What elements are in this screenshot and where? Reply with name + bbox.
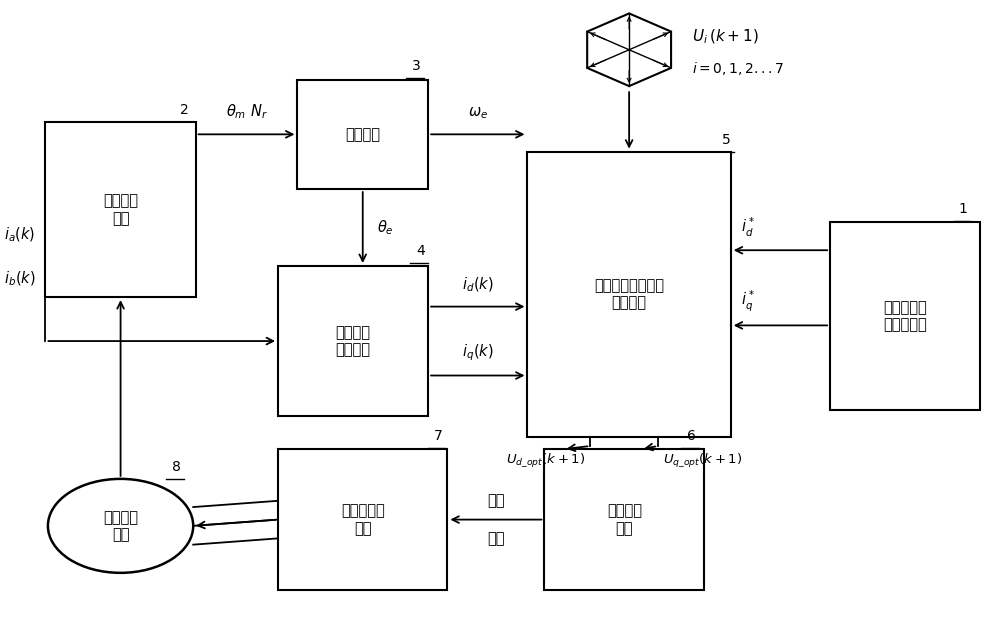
Text: $i_d^*$: $i_d^*$ bbox=[741, 216, 755, 239]
Text: 5: 5 bbox=[722, 133, 731, 147]
Bar bbox=[45, 122, 196, 297]
Text: 1: 1 bbox=[958, 202, 967, 216]
Bar bbox=[297, 80, 428, 189]
Text: 鲁棒模型预测电流
控制模块: 鲁棒模型预测电流 控制模块 bbox=[594, 278, 664, 310]
Bar bbox=[278, 266, 428, 416]
Text: 信号采集
模块: 信号采集 模块 bbox=[103, 193, 138, 226]
Bar bbox=[544, 449, 704, 590]
Text: 4: 4 bbox=[416, 244, 425, 258]
Text: $i_q^*$: $i_q^*$ bbox=[741, 289, 755, 314]
Text: 脉冲生成
模块: 脉冲生成 模块 bbox=[607, 504, 642, 536]
Text: 电流矢量
变换模块: 电流矢量 变换模块 bbox=[336, 325, 371, 357]
Bar bbox=[527, 152, 731, 437]
Bar bbox=[830, 222, 980, 410]
Text: $\theta_e$: $\theta_e$ bbox=[377, 218, 394, 237]
Text: 驱动: 驱动 bbox=[487, 494, 505, 508]
Text: 6: 6 bbox=[687, 428, 696, 442]
Text: 3: 3 bbox=[412, 59, 421, 73]
Text: $\theta_m\ N_r$: $\theta_m\ N_r$ bbox=[226, 102, 267, 121]
Text: $i_a(k)$: $i_a(k)$ bbox=[4, 226, 36, 244]
Text: 永磁同步
电机: 永磁同步 电机 bbox=[103, 509, 138, 542]
Text: 定子电流指
令生成模块: 定子电流指 令生成模块 bbox=[883, 300, 927, 332]
Text: $U_i\,(k+1)$: $U_i\,(k+1)$ bbox=[692, 28, 759, 46]
Bar bbox=[278, 449, 447, 590]
Text: 7: 7 bbox=[433, 428, 442, 442]
Text: 转换模块: 转换模块 bbox=[345, 127, 380, 142]
Text: 脉冲: 脉冲 bbox=[487, 531, 505, 546]
Text: $U_{d\_opt}(k+1)$: $U_{d\_opt}(k+1)$ bbox=[506, 453, 586, 470]
Text: $i_d(k)$: $i_d(k)$ bbox=[462, 276, 494, 294]
Text: $U_{q\_opt}(k+1)$: $U_{q\_opt}(k+1)$ bbox=[663, 453, 742, 470]
Text: $i_b(k)$: $i_b(k)$ bbox=[4, 269, 36, 288]
Text: $\omega_e$: $\omega_e$ bbox=[468, 105, 488, 121]
Text: $i_q(k)$: $i_q(k)$ bbox=[462, 343, 494, 363]
Text: $i=0,1,2...7$: $i=0,1,2...7$ bbox=[692, 60, 785, 77]
Text: 2: 2 bbox=[180, 103, 188, 117]
Text: 三相逆变器
模块: 三相逆变器 模块 bbox=[341, 504, 385, 536]
Text: 8: 8 bbox=[172, 460, 181, 474]
